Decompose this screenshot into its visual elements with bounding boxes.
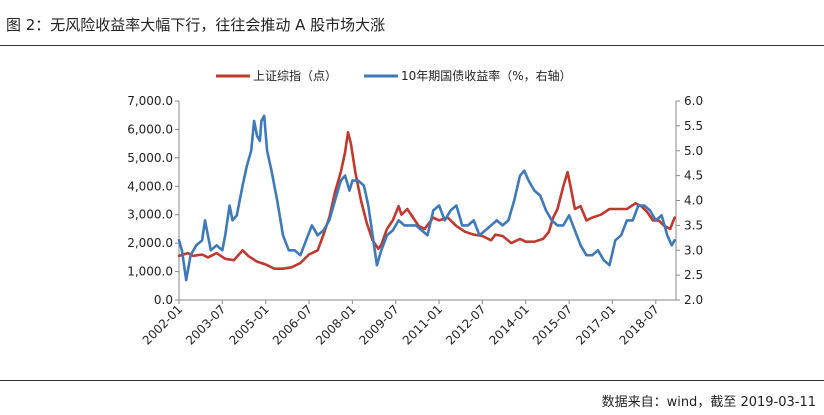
series-line-shanghai: [177, 131, 676, 271]
y-right-tick-label: 6.0: [684, 94, 703, 108]
chart-svg: 上证综指（点） 10年期国债收益率（%，右轴） 0.0 1,000.0 2,000.…: [127, 68, 703, 348]
y-left-tick-label: 6,000.0: [127, 122, 173, 136]
y-right-tick-label: 2.5: [684, 268, 703, 282]
x-tick-label: 2018-07: [617, 302, 662, 347]
source-note: 数据来自：wind，截至 2019-03-11: [601, 395, 816, 410]
x-tick-label: 2012-07: [443, 302, 488, 347]
y-left-tick-label: 0.0: [154, 293, 173, 307]
series-line-bond: [177, 114, 676, 282]
y-left-tick-label: 2,000.0: [127, 236, 173, 250]
y-left-tick-label: 7,000.0: [127, 94, 173, 108]
x-tick-label: 2009-07: [356, 302, 401, 347]
y-right-tick-label: 3.5: [684, 218, 703, 232]
legend-label-bond: 10年期国债收益率（%，右轴）: [401, 68, 572, 83]
y-right-tick-label: 5.5: [684, 119, 703, 133]
x-tick-label: 2005-01: [226, 302, 271, 347]
legend: 上证综指（点） 10年期国债收益率（%，右轴）: [216, 68, 572, 83]
series-lines: [177, 114, 676, 282]
legend-label-shanghai: 上证综指（点）: [253, 68, 337, 83]
y-right-tick-label: 3.0: [684, 243, 703, 257]
y-right-tick-label: 2.0: [684, 293, 703, 307]
x-tick-label: 2002-01: [140, 302, 185, 347]
x-tick-label: 2017-01: [573, 302, 618, 347]
bottom-rule: [0, 380, 824, 381]
y-left-tick-label: 4,000.0: [127, 179, 173, 193]
y-left-tick-label: 3,000.0: [127, 208, 173, 222]
x-tick-label: 2015-07: [530, 302, 575, 347]
x-tick-label: 2014-01: [487, 302, 532, 347]
top-rule: [0, 45, 824, 46]
x-tick-label: 2006-07: [270, 302, 315, 347]
y-left-tick-label: 1,000.0: [127, 265, 173, 279]
y-right-tick-label: 5.0: [684, 144, 703, 158]
y-right-tick-label: 4.0: [684, 194, 703, 208]
x-tick-label: 2011-01: [400, 302, 445, 347]
x-tick-label: 2003-07: [183, 302, 228, 347]
chart-title: 图 2：无风险收益率大幅下行，往往会推动 A 股市场大涨: [6, 16, 386, 34]
y-left-tick-label: 5,000.0: [127, 151, 173, 165]
y-right-tick-label: 4.5: [684, 169, 703, 183]
x-tick-label: 2008-01: [313, 302, 358, 347]
